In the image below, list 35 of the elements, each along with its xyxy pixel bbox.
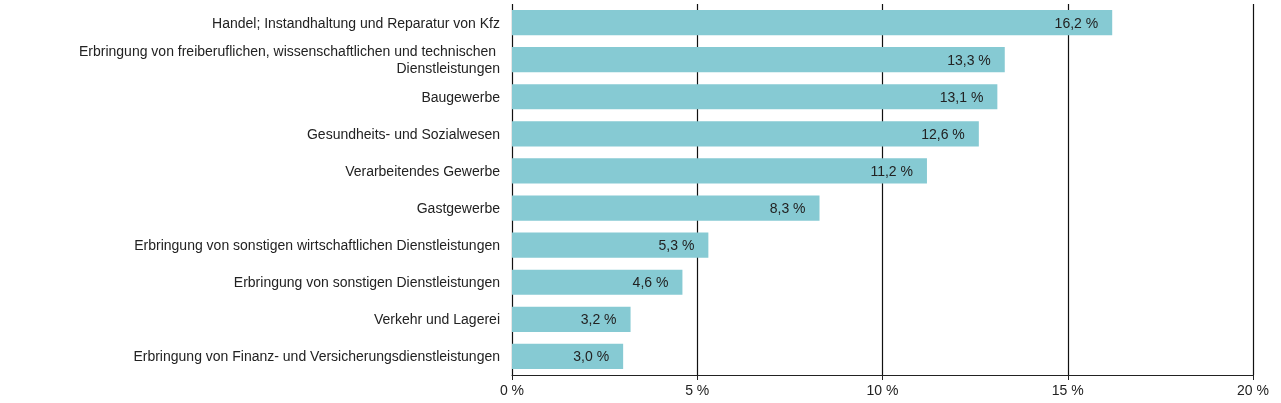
data-label: 3,2 % [580, 311, 617, 328]
bar [512, 343, 624, 370]
data-label: 3,0 % [573, 348, 610, 365]
x-tick-label: 0 % [499, 382, 525, 398]
x-tick-label: 10 % [866, 382, 899, 398]
y-tick-label: Gesundheits- und Sozialwesen [306, 125, 500, 142]
bar [512, 158, 927, 184]
data-label: 16,2 % [1054, 14, 1099, 31]
bar [512, 306, 631, 332]
y-tick-label: Erbringung von sonstigen Dienstleistungen [233, 274, 500, 291]
data-label: 13,3 % [947, 51, 991, 68]
y-tick-label: Erbringung von freiberuflichen, wissenschaftlichen und technischen Dienstleistungen [78, 43, 500, 77]
bar [512, 84, 998, 110]
bar [512, 232, 709, 258]
y-tick-label: Erbringung von Finanz- und Versicherungsdienstleistungen [133, 348, 500, 365]
bar [512, 269, 683, 295]
y-tick-label: Erbringung von sonstigen wirtschaftlichen Dienstleistungen [134, 237, 500, 254]
data-label: 4,6 % [632, 274, 669, 291]
x-tick-label: 20 % [1237, 382, 1269, 398]
y-tick-label: Gastgewerbe [416, 200, 501, 217]
bar [512, 9, 1113, 36]
bar [512, 121, 979, 147]
data-label: 13,1 % [939, 88, 984, 105]
data-label: 12,6 % [921, 125, 965, 142]
y-tick-label: Verarbeitendes Gewerbe [345, 162, 501, 179]
y-tick-label: Verkehr und Lagerei [373, 311, 500, 328]
data-label: 11,2 % [870, 162, 913, 179]
bar [512, 47, 1005, 73]
data-label: 5,3 % [658, 237, 695, 254]
x-tick-label: 15 % [1051, 382, 1084, 398]
bar [512, 195, 820, 221]
y-tick-label: Baugewerbe [421, 88, 501, 105]
y-tick-label: Handel; Instandhaltung und Reparatur von Kfz [212, 14, 500, 31]
data-label: 8,3 % [769, 200, 806, 217]
x-tick-label: 5 % [685, 382, 710, 398]
